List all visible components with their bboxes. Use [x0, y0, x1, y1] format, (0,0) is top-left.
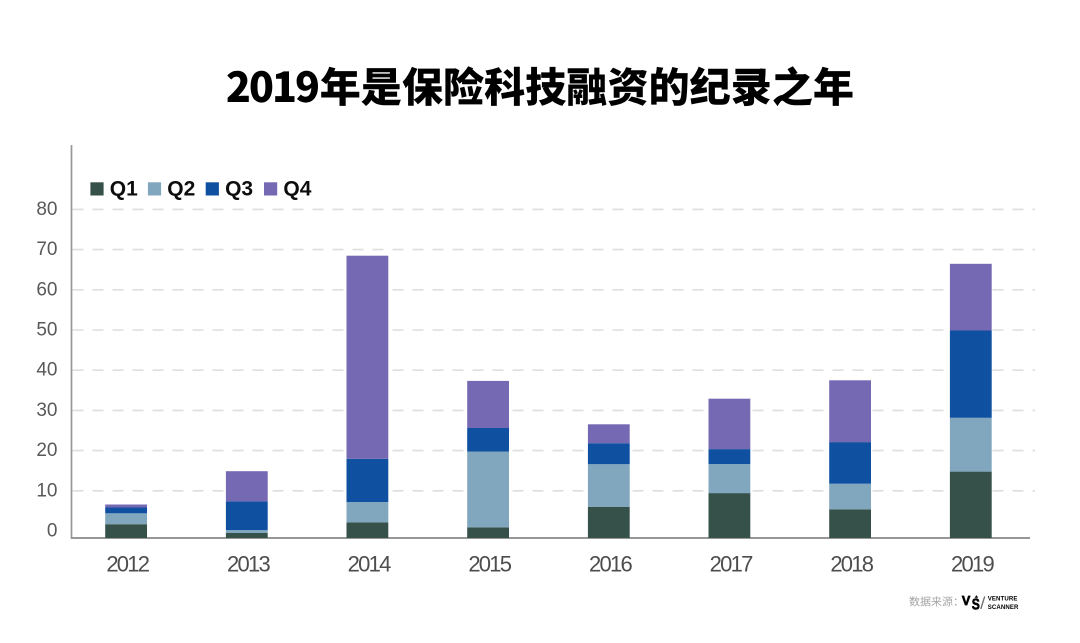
svg-text:30: 30 — [36, 400, 57, 421]
svg-text:80: 80 — [36, 199, 57, 220]
svg-text:2016: 2016 — [589, 552, 632, 577]
svg-text:VENTURE: VENTURE — [988, 596, 1018, 603]
svg-text:Q1: Q1 — [110, 177, 138, 200]
svg-text:2014: 2014 — [348, 552, 391, 577]
svg-text:Q4: Q4 — [283, 177, 311, 200]
svg-text:2015: 2015 — [468, 552, 511, 577]
svg-text:2018: 2018 — [830, 552, 873, 577]
svg-text:50: 50 — [36, 320, 57, 341]
svg-text:20: 20 — [36, 440, 57, 461]
svg-text:2017: 2017 — [710, 552, 753, 577]
svg-text:SCANNER: SCANNER — [988, 604, 1019, 611]
svg-text:V: V — [962, 594, 971, 608]
svg-text:S: S — [972, 595, 980, 613]
svg-text:Q3: Q3 — [225, 177, 253, 200]
svg-text:2013: 2013 — [227, 552, 270, 577]
svg-text:60: 60 — [36, 279, 57, 300]
svg-text:70: 70 — [36, 239, 57, 260]
svg-text:2012: 2012 — [106, 552, 149, 577]
svg-text:Q2: Q2 — [167, 177, 195, 200]
svg-text:2019: 2019 — [951, 552, 994, 577]
svg-text:40: 40 — [36, 360, 57, 381]
svg-text:0: 0 — [47, 520, 58, 541]
svg-text:10: 10 — [36, 480, 57, 501]
